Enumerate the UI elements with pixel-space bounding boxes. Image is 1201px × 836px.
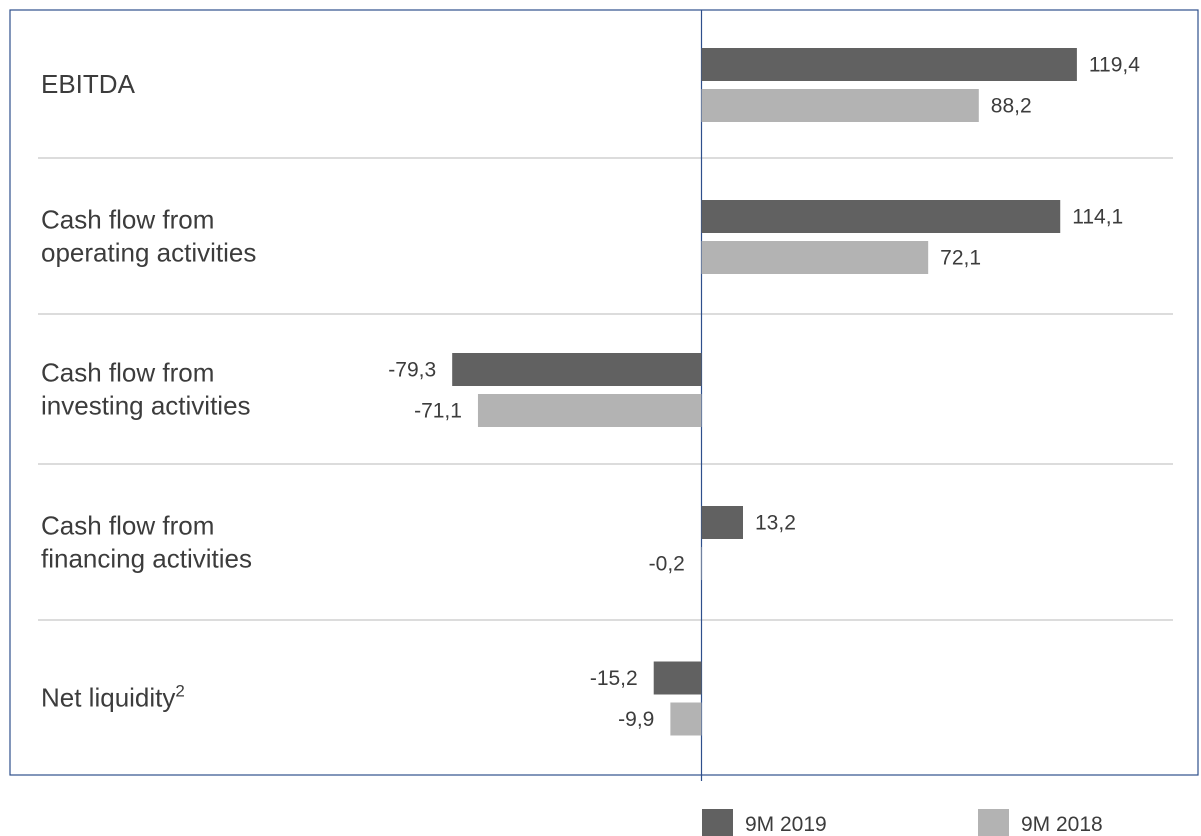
category-label: Cash flow from operating activities bbox=[41, 205, 256, 268]
bar-9m-2019 bbox=[701, 48, 1077, 81]
legend-item: 9M 2018 bbox=[978, 809, 1103, 836]
data-label: -79,3 bbox=[388, 359, 436, 382]
data-label: 119,4 bbox=[1089, 54, 1140, 77]
bar-9m-2018 bbox=[701, 89, 979, 122]
data-label: 88,2 bbox=[991, 95, 1032, 118]
chart-frame bbox=[9, 9, 1199, 776]
legend-item: 9M 2019 bbox=[702, 809, 827, 836]
bar-9m-2019 bbox=[701, 506, 744, 539]
category-label: EBITDA bbox=[41, 69, 136, 99]
data-label: 13,2 bbox=[755, 512, 796, 535]
data-label: -9,9 bbox=[618, 708, 654, 731]
bar-9m-2019 bbox=[452, 353, 702, 386]
data-label: 114,1 bbox=[1072, 206, 1123, 229]
legend-swatch bbox=[702, 809, 733, 836]
legend-label: 9M 2018 bbox=[1021, 813, 1103, 836]
data-label: -71,1 bbox=[414, 400, 462, 423]
bar-9m-2019 bbox=[701, 200, 1061, 233]
data-label: -0,2 bbox=[649, 553, 685, 576]
bar-9m-2019 bbox=[653, 661, 702, 695]
category-label: Cash flow from investing activities bbox=[41, 358, 251, 421]
bar-9m-2018 bbox=[701, 241, 929, 274]
legend-label: 9M 2019 bbox=[745, 813, 827, 836]
bar-9m-2018 bbox=[700, 547, 702, 580]
data-label: -15,2 bbox=[590, 667, 638, 690]
category-label: Net liquidity2 bbox=[41, 682, 185, 713]
data-label: 72,1 bbox=[940, 247, 981, 270]
legend-swatch bbox=[978, 809, 1009, 836]
bar-9m-2018 bbox=[477, 394, 702, 427]
bar-9m-2018 bbox=[670, 702, 702, 736]
category-label: Cash flow from financing activities bbox=[41, 511, 252, 574]
